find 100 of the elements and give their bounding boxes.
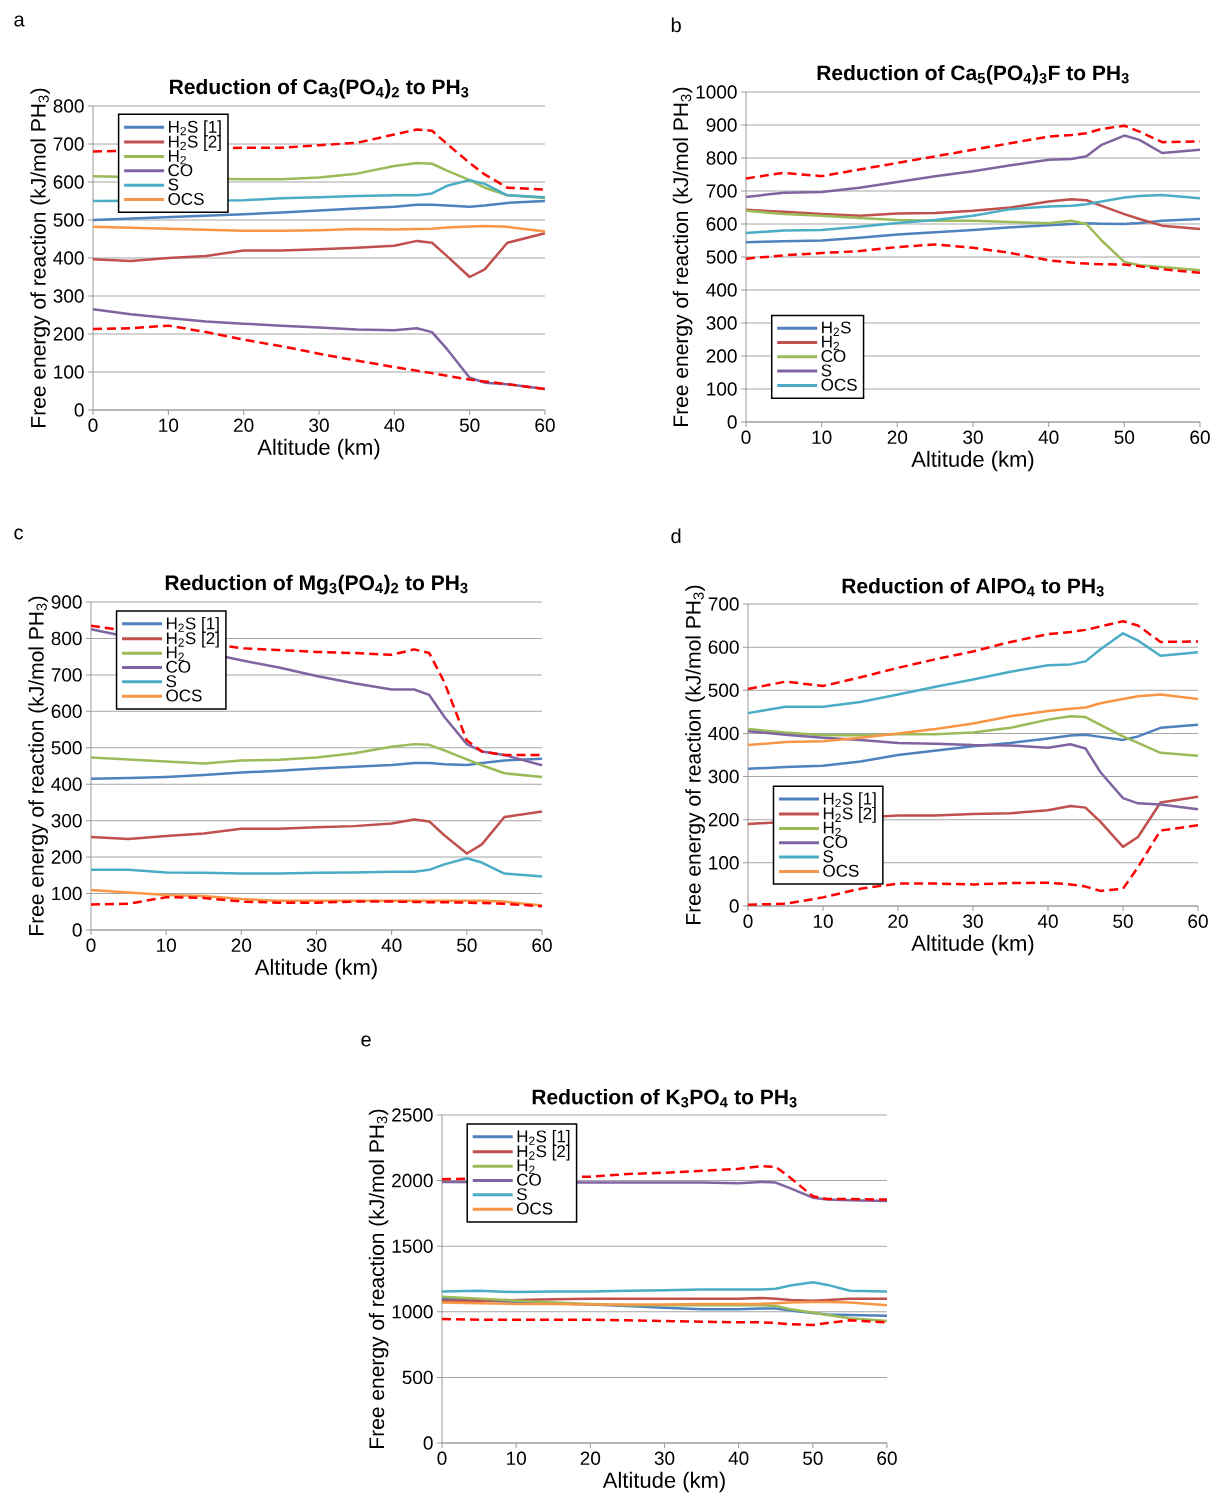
- y-tick-label: 500: [53, 213, 84, 227]
- y-tick-label: 100: [52, 886, 82, 901]
- x-tick-label: 20: [580, 1451, 601, 1465]
- legend-label: H$_{2}$S [1]: [517, 1129, 570, 1146]
- y-tick-label: 800: [51, 631, 82, 646]
- x-tick-label: 50: [459, 418, 480, 432]
- x-tick-label: 0: [741, 430, 751, 444]
- chart-title: Reduction of Ca$_{3}$(PO$_{4}$)$_{2}$ to PH$_{3}$: [170, 78, 469, 99]
- x-tick-label: 50: [457, 938, 477, 952]
- y-tick-label: 400: [706, 283, 737, 297]
- y-tick-label: 200: [706, 349, 737, 363]
- legend-label: S: [168, 178, 179, 191]
- y-tick-label: 1500: [392, 1239, 433, 1253]
- chart-title: Reduction of AlPO$_{4}$ to PH$_{3}$: [842, 577, 1104, 597]
- line-series: [89, 742, 544, 779]
- x-axis-title: Altitude (km): [602, 1471, 725, 1493]
- x-tick-label: 0: [86, 938, 96, 952]
- y-tick-label: 100: [707, 382, 737, 396]
- x-tick-label: 0: [88, 418, 98, 432]
- text: b: [671, 17, 681, 33]
- text: d: [671, 528, 681, 544]
- y-tick-label: 900: [51, 595, 82, 609]
- x-tick-label: 30: [306, 938, 327, 952]
- legend-label: OCS: [821, 378, 857, 391]
- y-tick-label: 900: [706, 118, 737, 132]
- line-series: [746, 632, 1200, 715]
- y-tick-label: 100: [54, 365, 84, 379]
- y-tick-label: 500: [402, 1370, 433, 1385]
- line-series: [89, 856, 544, 878]
- x-tick-label: 20: [888, 914, 908, 928]
- y-tick-label: 600: [51, 704, 82, 719]
- y-tick-label: 700: [706, 184, 737, 198]
- line-series: [744, 209, 1202, 272]
- y-tick-label: 0: [423, 1436, 433, 1450]
- legend-label: S: [516, 1188, 527, 1201]
- legend-label: H$_{2}$: [822, 335, 840, 351]
- y-tick-label: 300: [706, 316, 737, 330]
- legend-label: H$_{2}$S: [822, 321, 851, 336]
- y-tick-label: 100: [709, 856, 739, 870]
- x-tick-label: 50: [803, 1451, 823, 1465]
- x-tick-label: 40: [384, 418, 405, 432]
- y-tick-label: 400: [708, 726, 739, 741]
- y-tick-label: 700: [53, 137, 84, 151]
- x-tick-label: 60: [532, 938, 552, 952]
- x-tick-label: 60: [535, 418, 555, 432]
- y-tick-label: 0: [74, 403, 84, 417]
- x-tick-label: 60: [1190, 430, 1210, 444]
- y-tick-label: 2500: [392, 1108, 433, 1122]
- x-tick-label: 10: [157, 938, 176, 952]
- legend-label: CO: [821, 350, 846, 363]
- x-axis-title: Altitude (km): [254, 958, 377, 980]
- y-tick-label: 400: [53, 251, 84, 265]
- chart-title: Reduction of Ca$_{5}$(PO$_{4}$)$_{3}$F to PH$_{3}$: [817, 64, 1129, 85]
- y-axis-title: Free energy of reaction (kJ/mol PH$_{3}$): [28, 596, 48, 935]
- legend-label: CO: [168, 164, 193, 177]
- y-tick-label: 0: [729, 899, 739, 913]
- x-tick-label: 20: [887, 430, 908, 444]
- x-tick-label: 30: [309, 418, 329, 432]
- legend-label: CO: [517, 1173, 541, 1186]
- legend-label: H$_{2}$S [1]: [823, 792, 876, 808]
- x-tick-label: 40: [1037, 914, 1058, 928]
- y-axis-title: Free energy of reaction (kJ/mol PH$_{3}$): [30, 88, 50, 427]
- y-tick-label: 600: [53, 175, 84, 189]
- legend-label: S: [823, 850, 834, 863]
- x-tick-label: 50: [1113, 914, 1133, 928]
- x-tick-label: 40: [1038, 430, 1059, 444]
- x-tick-label: 40: [381, 938, 402, 952]
- y-tick-label: 800: [706, 151, 737, 165]
- text: a: [14, 15, 25, 27]
- x-tick-label: 10: [812, 430, 832, 444]
- line-series: [744, 243, 1202, 275]
- y-tick-label: 300: [708, 769, 739, 784]
- legend-label: S: [166, 675, 177, 688]
- line-series: [89, 895, 544, 908]
- line-series: [746, 714, 1200, 758]
- text: c: [14, 528, 24, 540]
- x-tick-label: 50: [1114, 430, 1135, 444]
- x-tick-label: 10: [507, 1451, 526, 1465]
- line-series: [89, 810, 544, 855]
- y-tick-label: 200: [51, 850, 82, 864]
- x-axis-title: Altitude (km): [257, 438, 380, 460]
- line-series: [744, 134, 1202, 199]
- y-tick-label: 800: [53, 99, 84, 113]
- x-tick-label: 0: [437, 1451, 447, 1465]
- x-tick-label: 10: [813, 914, 833, 928]
- x-tick-label: 10: [159, 418, 179, 432]
- legend-label: OCS: [517, 1202, 553, 1215]
- y-tick-label: 300: [53, 289, 84, 303]
- y-tick-label: 1000: [696, 85, 737, 99]
- x-tick-label: 60: [1188, 914, 1208, 928]
- y-tick-label: 500: [51, 741, 82, 755]
- y-tick-label: 700: [708, 597, 739, 611]
- legend-label: H$_{2}$: [823, 821, 841, 837]
- legend-label: H$_{2}$: [517, 1159, 535, 1174]
- y-axis-title: Free energy of reaction (kJ/mol PH$_{3}$): [672, 87, 693, 426]
- x-tick-label: 20: [234, 418, 254, 432]
- y-tick-label: 200: [53, 327, 84, 341]
- line-series: [91, 324, 547, 391]
- y-tick-label: 400: [51, 777, 82, 791]
- legend-label: OCS: [823, 864, 859, 877]
